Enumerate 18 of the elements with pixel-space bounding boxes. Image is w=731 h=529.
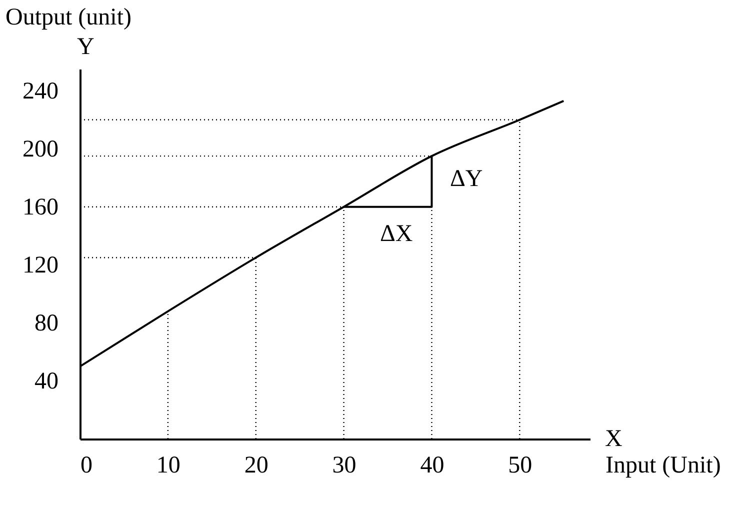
y-tick-label: 120 (22, 252, 58, 278)
x-tick-label: 20 (244, 452, 268, 478)
x-tick-label: 0 (80, 452, 92, 478)
text: Y (77, 34, 94, 60)
x-tick-label: 40 (420, 452, 444, 478)
annotation: ΔY (450, 166, 483, 192)
y-tick-label: 80 (34, 310, 58, 336)
x-tick-label: 30 (332, 452, 356, 478)
y-tick-label: 40 (34, 368, 58, 394)
y-axis-title: Output (unit) (6, 4, 132, 30)
x-tick-label: 10 (156, 452, 180, 478)
x-tick-label: 50 (508, 452, 532, 478)
y-tick-label: 200 (22, 136, 58, 162)
text: X (605, 426, 622, 452)
x-axis-title: Input (Unit) (606, 452, 721, 478)
y-tick-label: 160 (22, 194, 58, 220)
annotation: ΔX (380, 221, 413, 247)
y-tick-label: 240 (22, 78, 58, 104)
